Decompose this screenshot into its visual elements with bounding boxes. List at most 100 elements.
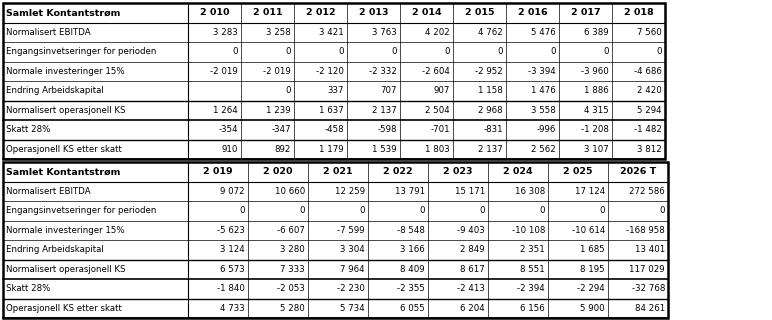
Text: 892: 892: [275, 145, 291, 154]
Text: 2 504: 2 504: [425, 106, 450, 115]
Text: -2 332: -2 332: [369, 67, 397, 76]
Text: -7 599: -7 599: [337, 226, 365, 235]
Text: Skatt 28%: Skatt 28%: [6, 284, 50, 293]
Text: 1 179: 1 179: [320, 145, 344, 154]
Text: 2 018: 2 018: [624, 8, 653, 17]
Text: 3 421: 3 421: [320, 28, 344, 37]
Text: 8 409: 8 409: [401, 265, 425, 274]
Text: 3 124: 3 124: [220, 245, 245, 254]
Text: Normalisert EBITDA: Normalisert EBITDA: [6, 28, 90, 37]
Text: Engangsinvetseringer for perioden: Engangsinvetseringer for perioden: [6, 47, 157, 56]
Text: 3 258: 3 258: [266, 28, 291, 37]
Text: -2 394: -2 394: [517, 284, 545, 293]
Text: 0: 0: [391, 47, 397, 56]
Text: Skatt 28%: Skatt 28%: [6, 125, 50, 134]
Text: 2 137: 2 137: [478, 145, 503, 154]
Text: -458: -458: [324, 125, 344, 134]
Text: Samlet Kontantstrøm: Samlet Kontantstrøm: [6, 8, 120, 17]
Text: Operasjonell KS etter skatt: Operasjonell KS etter skatt: [6, 145, 122, 154]
Text: -2 604: -2 604: [422, 67, 450, 76]
Bar: [3, 162, 668, 318]
Text: 4 202: 4 202: [425, 28, 450, 37]
Text: 8 551: 8 551: [520, 265, 545, 274]
Text: 15 171: 15 171: [455, 187, 485, 196]
Text: 8 195: 8 195: [581, 265, 605, 274]
Text: 3 304: 3 304: [340, 245, 365, 254]
Text: 907: 907: [434, 86, 450, 95]
Text: 3 166: 3 166: [400, 245, 425, 254]
Text: -32 768: -32 768: [631, 284, 665, 293]
Text: -2 952: -2 952: [476, 67, 503, 76]
Text: 3 763: 3 763: [372, 28, 397, 37]
Text: 0: 0: [497, 47, 503, 56]
Text: 5 734: 5 734: [340, 304, 365, 313]
Text: 12 259: 12 259: [335, 187, 365, 196]
Text: 5 476: 5 476: [531, 28, 556, 37]
Text: Normalisert operasjonell KS: Normalisert operasjonell KS: [6, 106, 126, 115]
Text: -3 394: -3 394: [528, 67, 556, 76]
Text: -168 958: -168 958: [626, 226, 665, 235]
Bar: [3, 3, 665, 159]
Text: 6 156: 6 156: [520, 304, 545, 313]
Text: -2 413: -2 413: [457, 284, 485, 293]
Text: 1 476: 1 476: [531, 86, 556, 95]
Text: 1 803: 1 803: [425, 145, 450, 154]
Text: 0: 0: [419, 206, 425, 215]
Text: 2 023: 2 023: [443, 167, 472, 176]
Text: 2 012: 2 012: [306, 8, 335, 17]
Text: 3 107: 3 107: [584, 145, 609, 154]
Text: 1 539: 1 539: [372, 145, 397, 154]
Text: -3 960: -3 960: [581, 67, 609, 76]
Text: -4 686: -4 686: [634, 67, 662, 76]
Text: -2 355: -2 355: [397, 284, 425, 293]
Text: 0: 0: [656, 47, 662, 56]
Text: 6 389: 6 389: [584, 28, 609, 37]
Text: 2 016: 2 016: [518, 8, 547, 17]
Text: Normalisert EBITDA: Normalisert EBITDA: [6, 187, 90, 196]
Text: 0: 0: [659, 206, 665, 215]
Text: 0: 0: [239, 206, 245, 215]
Text: -2 019: -2 019: [263, 67, 291, 76]
Text: 0: 0: [540, 206, 545, 215]
Text: 13 401: 13 401: [635, 245, 665, 254]
Text: 10 660: 10 660: [275, 187, 305, 196]
Text: 2 020: 2 020: [263, 167, 293, 176]
Text: 3 280: 3 280: [280, 245, 305, 254]
Text: 2 014: 2 014: [411, 8, 442, 17]
Text: 6 573: 6 573: [220, 265, 245, 274]
Text: 4 315: 4 315: [584, 106, 609, 115]
Text: Endring Arbeidskapital: Endring Arbeidskapital: [6, 86, 103, 95]
Text: 2 013: 2 013: [359, 8, 388, 17]
Text: 2026 T: 2026 T: [620, 167, 656, 176]
Text: -1 208: -1 208: [581, 125, 609, 134]
Text: 1 886: 1 886: [584, 86, 609, 95]
Text: -1 840: -1 840: [217, 284, 245, 293]
Text: -2 053: -2 053: [277, 284, 305, 293]
Text: 0: 0: [232, 47, 238, 56]
Text: Samlet Kontantstrøm: Samlet Kontantstrøm: [6, 167, 120, 176]
Text: -831: -831: [483, 125, 503, 134]
Text: 2 021: 2 021: [323, 167, 353, 176]
Text: 2 849: 2 849: [460, 245, 485, 254]
Text: 2 019: 2 019: [203, 167, 233, 176]
Text: 2 024: 2 024: [503, 167, 533, 176]
Text: 910: 910: [222, 145, 238, 154]
Text: 16 308: 16 308: [515, 187, 545, 196]
Text: 0: 0: [286, 47, 291, 56]
Text: -6 607: -6 607: [277, 226, 305, 235]
Text: 2 022: 2 022: [383, 167, 413, 176]
Text: 0: 0: [360, 206, 365, 215]
Text: 0: 0: [604, 47, 609, 56]
Text: 2 968: 2 968: [479, 106, 503, 115]
Text: -5 623: -5 623: [217, 226, 245, 235]
Text: 7 333: 7 333: [280, 265, 305, 274]
Text: 17 124: 17 124: [574, 187, 605, 196]
Text: 1 264: 1 264: [213, 106, 238, 115]
Text: 5 280: 5 280: [280, 304, 305, 313]
Text: 6 055: 6 055: [400, 304, 425, 313]
Text: -1 482: -1 482: [634, 125, 662, 134]
Text: -701: -701: [430, 125, 450, 134]
Text: 707: 707: [381, 86, 397, 95]
Text: 272 586: 272 586: [629, 187, 665, 196]
Text: 337: 337: [327, 86, 344, 95]
